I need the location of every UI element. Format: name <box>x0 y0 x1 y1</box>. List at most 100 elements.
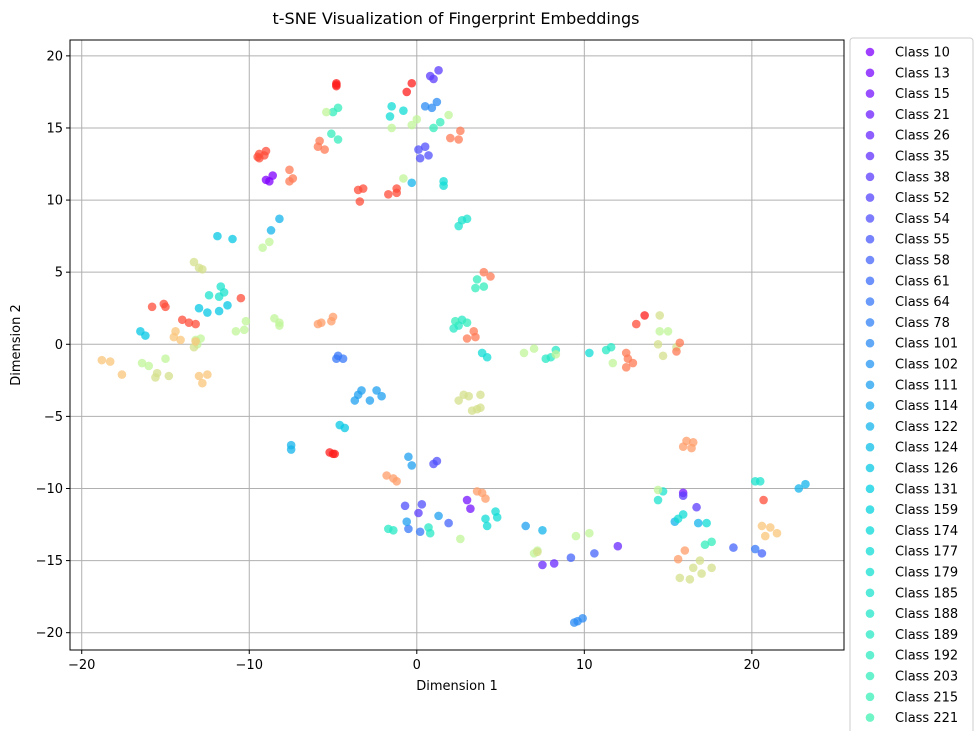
scatter-point <box>399 174 408 183</box>
scatter-point <box>402 87 412 97</box>
scatter-point <box>432 456 442 466</box>
scatter-point <box>700 540 710 550</box>
y-tick-label: 10 <box>46 194 63 209</box>
scatter-point <box>417 500 427 509</box>
scatter-point <box>449 324 458 333</box>
scatter-point <box>462 214 472 224</box>
scatter-point <box>760 531 770 541</box>
scatter-point <box>750 544 760 554</box>
x-tick-label: −20 <box>68 658 95 673</box>
scatter-point <box>519 348 529 358</box>
y-tick-label: −10 <box>36 482 63 497</box>
scatter-point <box>608 358 618 368</box>
legend-label: Class 122 <box>895 420 958 435</box>
legend-marker <box>865 567 875 577</box>
scatter-point <box>549 559 559 568</box>
legend-marker <box>865 422 875 431</box>
scatter-point <box>551 350 561 359</box>
legend-marker <box>865 505 875 514</box>
x-tick-label: 10 <box>576 658 593 673</box>
scatter-point <box>340 423 350 433</box>
scatter-point <box>258 243 267 252</box>
scatter-point <box>404 524 413 534</box>
scatter-point <box>198 264 207 274</box>
scatter-point <box>164 371 174 381</box>
scatter-point <box>372 386 381 395</box>
legend-marker <box>865 713 875 722</box>
scatter-point <box>678 442 688 451</box>
scatter-point <box>585 528 594 538</box>
scatter-point <box>255 153 264 163</box>
legend-marker <box>865 526 875 535</box>
scatter-point <box>265 177 274 186</box>
y-tick-label: −15 <box>36 554 63 569</box>
legend-label: Class 159 <box>895 503 958 518</box>
scatter-point <box>400 501 410 511</box>
scatter-point <box>456 534 465 544</box>
x-tick-label: 0 <box>413 658 421 673</box>
legend-label: Class 35 <box>895 150 950 165</box>
scatter-point <box>469 327 479 336</box>
scatter-point <box>151 373 160 382</box>
scatter-point <box>479 267 489 277</box>
legend-box <box>849 37 974 731</box>
scatter-point <box>214 292 224 301</box>
scatter-point <box>355 197 365 206</box>
scatter-point <box>454 396 463 405</box>
legend-label: Class 189 <box>895 628 958 643</box>
scatter-point <box>328 312 338 322</box>
scatter-point <box>97 355 107 365</box>
legend-label: Class 114 <box>895 399 958 414</box>
grid <box>70 40 844 650</box>
legend-label: Class 13 <box>895 66 950 81</box>
scatter-point <box>236 293 246 303</box>
legend-label: Class 124 <box>895 441 958 456</box>
scatter-point <box>427 103 437 113</box>
scatter-point <box>466 504 475 513</box>
points-layer <box>97 65 810 627</box>
scatter-point <box>161 354 170 363</box>
scatter-point <box>365 396 375 405</box>
scatter-point <box>462 334 472 343</box>
scatter-point <box>687 443 696 453</box>
scatter-point <box>407 78 417 88</box>
scatter-point <box>189 257 199 267</box>
scatter-point <box>566 553 576 563</box>
legend-label: Class 78 <box>895 316 950 331</box>
scatter-point <box>454 135 463 144</box>
legend-marker <box>865 172 875 182</box>
plot-frame <box>69 39 845 651</box>
scatter-point <box>223 301 232 310</box>
legend-label: Class 21 <box>895 108 950 123</box>
scatter-point <box>623 354 633 363</box>
scatter-point <box>184 318 194 327</box>
scatter-point <box>750 476 760 486</box>
legend-label: Class 177 <box>895 545 958 560</box>
scatter-point <box>385 112 395 121</box>
scatter-point <box>171 327 180 336</box>
scatter-point <box>402 517 412 526</box>
scatter-point <box>693 518 703 528</box>
scatter-point <box>481 494 490 503</box>
scatter-point <box>432 97 442 107</box>
x-tick-label: −10 <box>236 658 263 673</box>
scatter-point <box>464 391 474 401</box>
scatter-point <box>653 339 663 349</box>
legend-marker <box>865 692 875 702</box>
legend-marker <box>865 89 875 98</box>
scatter-point <box>399 106 408 115</box>
scatter-point <box>286 445 296 454</box>
scatter-point <box>439 177 448 186</box>
scatter-point <box>702 518 711 528</box>
scatter-point <box>415 527 425 537</box>
legend-marker <box>865 671 875 681</box>
y-tick-label: 20 <box>46 49 63 64</box>
scatter-point <box>692 502 701 512</box>
scatter-point <box>275 214 284 224</box>
scatter-point <box>492 513 502 522</box>
legend-marker <box>865 151 875 161</box>
scatter-point <box>266 226 276 235</box>
